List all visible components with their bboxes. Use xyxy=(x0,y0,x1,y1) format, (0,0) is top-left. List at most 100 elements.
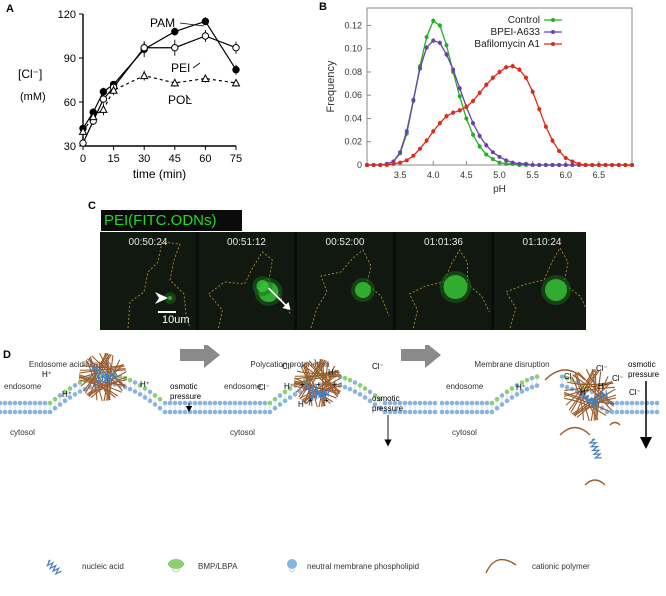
a-xtick-label: 30 xyxy=(138,153,150,165)
lipid-head-outer xyxy=(412,400,418,406)
b-point xyxy=(577,161,581,166)
b-ytick-label: 0.12 xyxy=(344,20,362,30)
lipid-head-inner xyxy=(12,409,18,415)
a-point xyxy=(171,44,179,52)
nucleic-acid xyxy=(304,382,328,401)
a-series-label: PAM xyxy=(150,16,175,30)
osmotic-label: pressure xyxy=(170,392,202,401)
lipid-head-inner xyxy=(519,389,525,394)
lipid-head-inner xyxy=(444,409,450,415)
b-point xyxy=(497,160,502,165)
lipid-head-inner xyxy=(377,405,383,411)
lipid-head-outer xyxy=(287,386,293,391)
lipid-head-outer xyxy=(342,375,348,381)
lipid-head-outer xyxy=(202,400,208,406)
lipid-head-inner xyxy=(27,409,33,415)
cl-ion: Cl⁻ xyxy=(629,388,641,397)
b-point xyxy=(437,23,442,28)
lipid-head-inner xyxy=(282,398,288,404)
lipid-head-outer xyxy=(459,400,465,406)
lipid-head-outer xyxy=(352,380,358,385)
lipid-head-outer xyxy=(57,393,63,398)
b-point xyxy=(484,143,489,148)
lipid-head-outer xyxy=(187,400,193,406)
lipid-head-inner xyxy=(22,409,28,415)
micro-frame xyxy=(100,232,196,330)
lipid-head-outer xyxy=(464,400,470,406)
microscopy-frames: 00:50:24 00:51:12 00:52:00 01:01:36 01:10:24… xyxy=(100,232,586,330)
lipid-head-outer xyxy=(127,377,133,383)
lipid-head-inner xyxy=(629,409,635,415)
b-point xyxy=(384,163,389,167)
nucleic-acid xyxy=(587,390,609,407)
lipid-head-outer xyxy=(439,400,445,406)
lipid-head-inner xyxy=(252,409,258,415)
lipid-head-outer xyxy=(77,380,83,385)
lipid-head-outer xyxy=(402,400,408,406)
free-polymer xyxy=(609,421,621,426)
b-point xyxy=(424,45,429,50)
lipid-head-inner xyxy=(422,409,428,415)
b-legend-marker xyxy=(551,30,555,34)
lipid-head-inner xyxy=(624,409,630,415)
b-point xyxy=(510,160,515,165)
cl-ion: Cl⁻ xyxy=(564,372,576,381)
b-point xyxy=(451,67,456,72)
lipid-head-inner xyxy=(287,395,293,400)
lipid-head-inner xyxy=(654,409,660,415)
lipid-head-outer xyxy=(277,393,283,398)
nucleic-acid xyxy=(578,390,599,410)
lipid-head-outer xyxy=(137,383,143,388)
h-ion: H⁺ xyxy=(42,370,52,379)
lipid-head-inner xyxy=(504,398,510,404)
b-point xyxy=(431,18,436,23)
lipid-head-inner xyxy=(202,409,208,415)
b-legend-marker xyxy=(551,18,555,22)
b-point xyxy=(504,65,509,70)
b-point xyxy=(504,161,509,166)
b-point xyxy=(517,67,522,72)
lipid-head-outer xyxy=(397,400,403,406)
b-point xyxy=(391,161,396,166)
nucleic-acid xyxy=(90,364,114,384)
a-point xyxy=(171,27,179,36)
lipid-head-outer xyxy=(247,400,253,406)
lipid-head-inner xyxy=(509,395,515,400)
cell-outline xyxy=(408,249,490,329)
lipid-head-outer xyxy=(347,377,353,383)
lipid-head-outer xyxy=(72,383,78,388)
b-point xyxy=(497,154,502,159)
lipid-head-inner xyxy=(217,409,223,415)
h-ion: H⁺ xyxy=(328,368,338,377)
a-point xyxy=(201,17,210,26)
lipid-head-inner xyxy=(439,409,445,415)
lipid-head-inner xyxy=(494,405,500,411)
b-point xyxy=(563,163,568,167)
micro-timestamp: 01:10:24 xyxy=(523,237,562,248)
a-leader-line xyxy=(179,22,205,27)
b-legend-label: Control xyxy=(508,15,540,26)
lipid-head-outer xyxy=(12,400,18,406)
cl-ion: Cl⁻ xyxy=(372,362,384,371)
micro-frame-content: 01:01:36 xyxy=(408,237,490,329)
lipid-head-inner xyxy=(649,409,655,415)
b-point xyxy=(365,163,369,167)
lipid-head-outer xyxy=(514,383,520,388)
lipid-head-inner xyxy=(402,409,408,415)
lipid-head-outer xyxy=(267,400,273,406)
b-series-line xyxy=(367,65,632,166)
lipid-head-inner xyxy=(212,409,218,415)
lipid-head-inner xyxy=(32,409,38,415)
micro-frame xyxy=(198,232,295,330)
b-point xyxy=(457,108,462,113)
lipid-head-inner xyxy=(62,398,68,404)
micro-timestamp: 00:52:00 xyxy=(326,237,365,248)
scale-bar-label: 10um xyxy=(162,314,190,326)
cl-ion: Cl⁻ xyxy=(282,362,294,371)
lipid-head-inner xyxy=(474,409,480,415)
lipid-head-inner xyxy=(352,389,358,394)
lipid-head-inner xyxy=(432,409,438,415)
lipid-head-inner xyxy=(412,409,418,415)
endosome-label: endosome xyxy=(4,382,42,391)
lipid-head-inner xyxy=(459,409,465,415)
